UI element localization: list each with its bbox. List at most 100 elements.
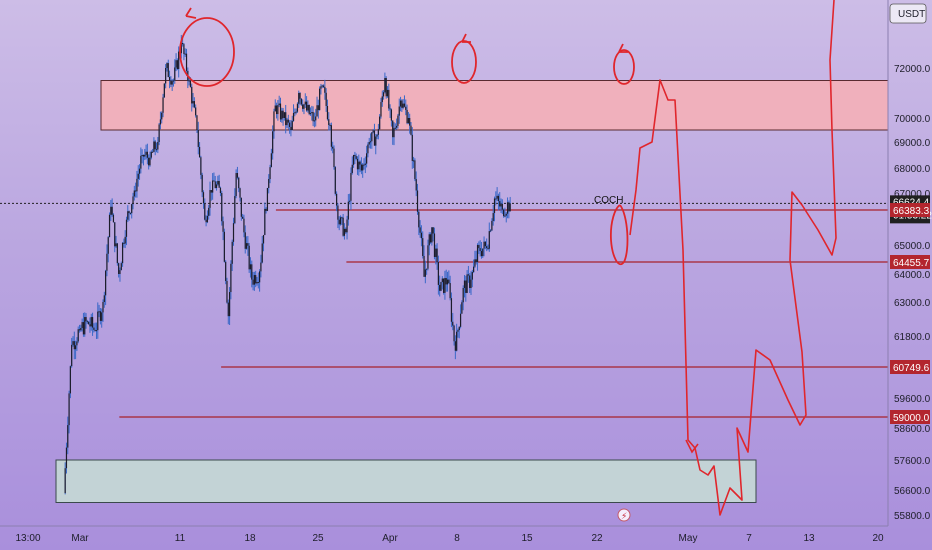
candle-body[interactable] (366, 153, 368, 164)
candle-body[interactable] (426, 268, 428, 270)
candle-body[interactable] (242, 216, 244, 219)
candle-body[interactable] (499, 201, 501, 207)
candle-body[interactable] (281, 110, 283, 120)
candle-body[interactable] (209, 190, 211, 208)
candle-body[interactable] (388, 89, 390, 109)
candle-body[interactable] (444, 278, 446, 293)
candle-body[interactable] (342, 217, 344, 236)
candle-body[interactable] (98, 311, 100, 313)
candle-body[interactable] (484, 241, 486, 247)
candle-body[interactable] (124, 236, 126, 244)
candle-body[interactable] (358, 161, 360, 170)
candle-body[interactable] (376, 134, 378, 137)
candle-body[interactable] (107, 237, 109, 254)
candle-body[interactable] (375, 136, 377, 146)
candle-body[interactable] (154, 141, 156, 150)
candle-body[interactable] (294, 112, 296, 114)
candle-body[interactable] (248, 245, 250, 270)
candle-body[interactable] (495, 198, 497, 200)
candle-body[interactable] (360, 164, 362, 171)
candle-body[interactable] (384, 78, 386, 93)
candle-body[interactable] (339, 217, 342, 225)
candle-body[interactable] (255, 275, 257, 284)
candle-body[interactable] (105, 270, 107, 296)
candle-body[interactable] (461, 302, 463, 314)
candle-body[interactable] (232, 223, 235, 242)
candle-body[interactable] (251, 264, 253, 280)
candle-body[interactable] (191, 86, 193, 104)
candle-body[interactable] (273, 111, 275, 132)
candle-body[interactable] (270, 153, 272, 168)
candle-body[interactable] (172, 80, 175, 82)
candle-body[interactable] (283, 112, 286, 118)
candle-body[interactable] (64, 468, 66, 494)
candle-body[interactable] (483, 241, 485, 249)
candle-body[interactable] (412, 160, 415, 162)
candle-body[interactable] (402, 103, 404, 108)
candle-body[interactable] (136, 178, 138, 192)
candle-body[interactable] (240, 197, 242, 217)
candle-body[interactable] (459, 313, 462, 327)
candle-body[interactable] (329, 124, 331, 126)
candle-body[interactable] (157, 142, 159, 150)
candle-body[interactable] (151, 151, 154, 153)
candle-body[interactable] (118, 263, 120, 274)
candle-body[interactable] (431, 227, 433, 243)
candle-body[interactable] (457, 330, 459, 332)
candle-body[interactable] (506, 202, 509, 214)
candle-body[interactable] (352, 155, 355, 165)
candle-body[interactable] (101, 312, 103, 321)
candle-body[interactable] (470, 279, 472, 288)
candle-body[interactable] (192, 101, 194, 104)
candle-body[interactable] (88, 321, 90, 325)
candle-body[interactable] (328, 119, 330, 125)
candle-body[interactable] (114, 222, 116, 247)
candle-body[interactable] (150, 151, 152, 158)
candle-body[interactable] (463, 280, 466, 288)
candle-body[interactable] (178, 51, 180, 69)
candle-body[interactable] (333, 148, 335, 168)
candle-body[interactable] (245, 243, 248, 249)
candle-body[interactable] (397, 115, 399, 126)
candle-body[interactable] (446, 279, 449, 285)
candle-body[interactable] (193, 101, 195, 108)
candle-body[interactable] (148, 157, 150, 166)
candle-body[interactable] (488, 231, 490, 249)
candle-body[interactable] (165, 68, 167, 84)
candle-body[interactable] (243, 218, 245, 233)
candle-body[interactable] (69, 366, 71, 394)
candle-body[interactable] (300, 98, 302, 105)
candle-body[interactable] (298, 93, 300, 104)
candle-body[interactable] (467, 274, 470, 276)
candle-body[interactable] (436, 248, 438, 263)
candle-body[interactable] (316, 105, 318, 117)
candle-body[interactable] (97, 311, 99, 331)
candle-body[interactable] (346, 219, 348, 233)
candle-body[interactable] (439, 284, 441, 291)
candle-body[interactable] (182, 43, 184, 45)
candle-body[interactable] (268, 179, 270, 188)
candle-body[interactable] (95, 330, 98, 332)
candle-body[interactable] (410, 125, 412, 135)
candle-body[interactable] (275, 105, 278, 115)
candle-body[interactable] (373, 130, 376, 146)
candle-body[interactable] (171, 81, 173, 85)
candle-body[interactable] (473, 266, 475, 273)
candle-body[interactable] (198, 146, 201, 158)
candle-body[interactable] (362, 164, 364, 171)
candle-body[interactable] (279, 103, 282, 120)
candle-body[interactable] (85, 317, 87, 322)
candle-body[interactable] (356, 158, 359, 170)
candle-body[interactable] (428, 234, 430, 246)
candle-body[interactable] (269, 167, 271, 180)
candle-body[interactable] (253, 275, 255, 285)
candle-body[interactable] (115, 243, 117, 247)
candle-body[interactable] (480, 251, 483, 257)
candle-body[interactable] (355, 156, 357, 159)
candle-body[interactable] (411, 134, 413, 161)
candle-body[interactable] (127, 211, 129, 220)
candle-body[interactable] (351, 164, 353, 173)
candle-body[interactable] (84, 317, 86, 335)
candle-body[interactable] (296, 103, 299, 112)
candle-body[interactable] (423, 255, 425, 277)
